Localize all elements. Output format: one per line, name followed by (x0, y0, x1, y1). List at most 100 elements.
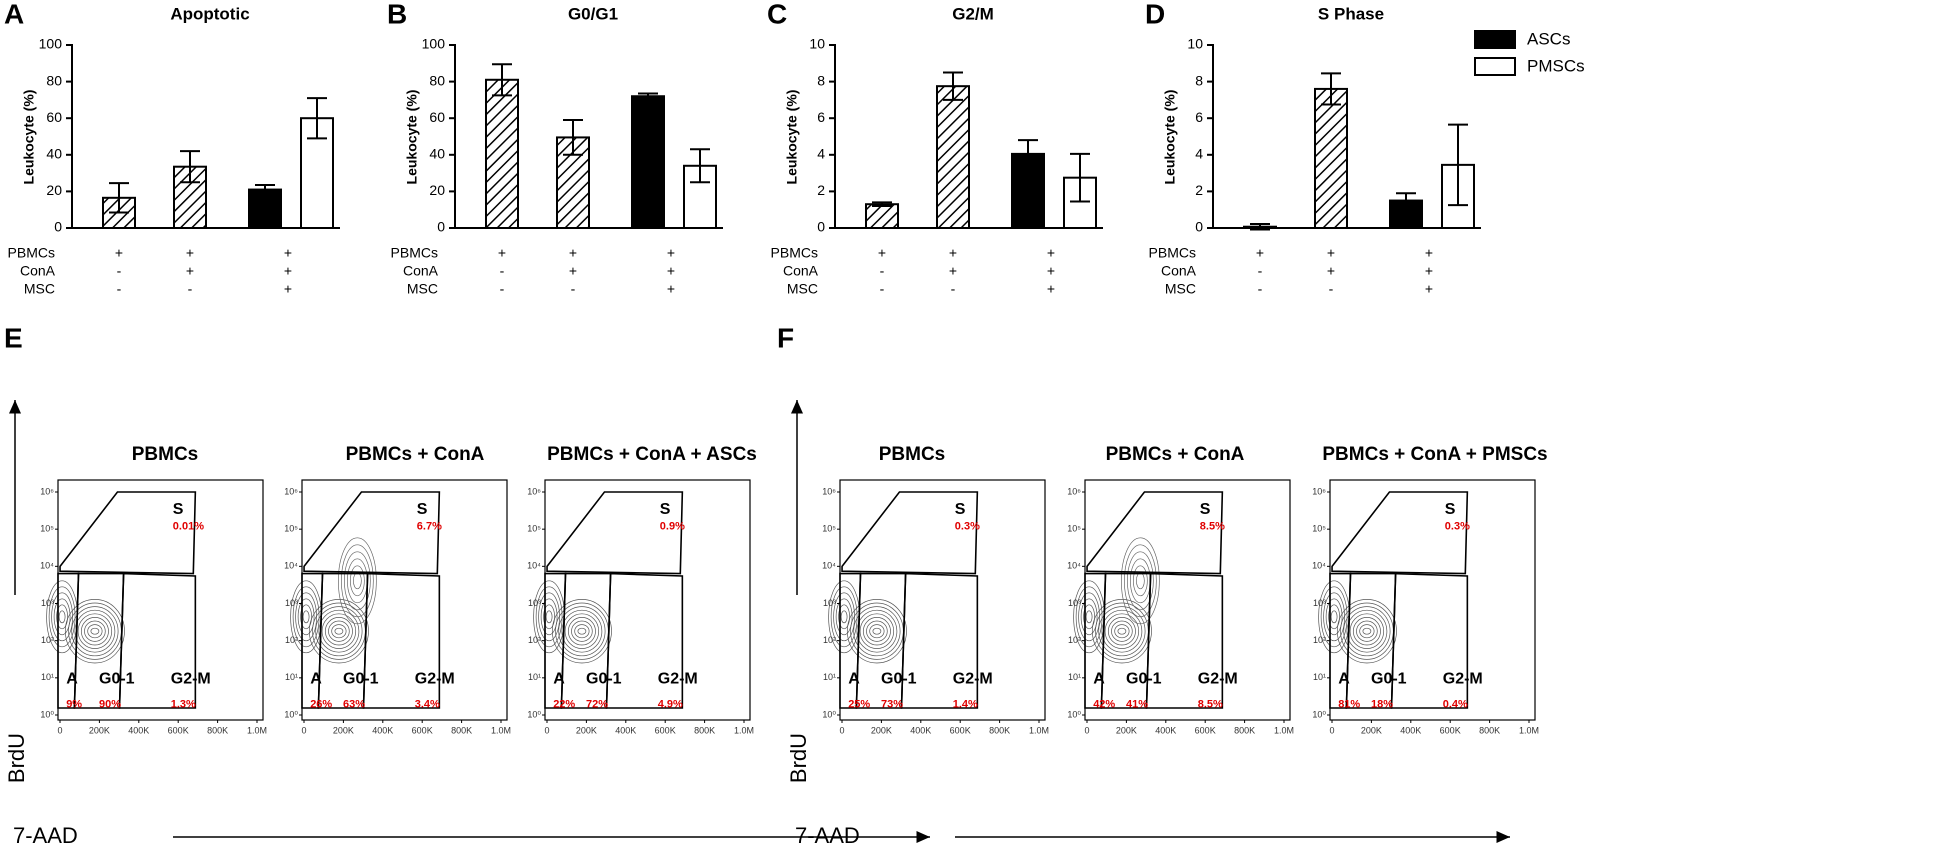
x-tick-label: 400K (372, 725, 393, 735)
y-tick-label: 10¹ (41, 672, 54, 682)
gate-name: A (310, 670, 322, 687)
condition-label: PBMCs (1149, 245, 1196, 261)
y-axis-label: Leukocyte (%) (1162, 90, 1178, 185)
gate-name: G2-M (658, 670, 698, 687)
contour (1362, 627, 1372, 635)
gate-name: A (1093, 670, 1105, 687)
contour (1328, 604, 1340, 630)
condition-sign: + (1047, 281, 1055, 297)
plot-title: PBMCs + ConA (346, 444, 485, 465)
gate-percent: 0.3% (955, 521, 980, 533)
contour (321, 613, 357, 649)
gate-percent: 26% (310, 698, 332, 710)
y-tick-label: 10³ (1313, 598, 1326, 608)
y-tick-label: 10⁵ (822, 524, 836, 534)
bar (485, 78, 519, 229)
contour (558, 606, 606, 657)
y-tick-label: 10¹ (823, 672, 836, 682)
contour (341, 544, 374, 618)
contour (540, 598, 558, 636)
contour (564, 613, 600, 649)
condition-label: ConA (20, 263, 56, 279)
condition-sign: + (115, 245, 123, 261)
contour (324, 617, 353, 646)
chart-title: Apoptotic (170, 4, 249, 23)
contour (48, 586, 76, 648)
y-tick-label: 10⁵ (1067, 524, 1081, 534)
gate-percent: 0.4% (1443, 698, 1468, 710)
gate-name: G0-1 (99, 670, 135, 687)
contour (353, 572, 362, 590)
contour (292, 586, 320, 648)
x-tick-label: 600K (168, 725, 189, 735)
y-tick-label: 10⁰ (284, 709, 298, 719)
contour (866, 620, 888, 642)
x-tick-label: 800K (451, 725, 472, 735)
y-tick-label: 8 (1195, 72, 1203, 88)
contour (1080, 598, 1098, 636)
contour (1325, 598, 1343, 636)
x-tick-label: 0 (839, 725, 844, 735)
error-bar (638, 92, 658, 100)
y-tick-label: 10⁴ (822, 561, 836, 571)
contour (315, 606, 363, 657)
contour (1349, 613, 1385, 649)
x-tick-label: 0 (301, 725, 306, 735)
y-tick-label: 10⁶ (527, 486, 541, 496)
contour (571, 620, 593, 642)
y-tick-label: 10⁵ (40, 524, 54, 534)
plot-title: PBMCs + ConA + ASCs (547, 444, 757, 465)
gate (1086, 491, 1224, 575)
contour (1343, 606, 1391, 657)
gate-name: A (66, 670, 78, 687)
gate-name: G0-1 (1126, 670, 1162, 687)
error-bar (1396, 192, 1416, 209)
panel-label: A (4, 0, 24, 29)
y-tick-label: 10⁶ (1067, 486, 1081, 496)
y-tick-label: 100 (422, 36, 446, 52)
condition-sign: - (1329, 281, 1334, 297)
gate-percent: 8.5% (1200, 521, 1225, 533)
y-tick-label: 10² (1068, 635, 1081, 645)
x-tick-label: 800K (1479, 725, 1500, 735)
x-tick-label: 200K (89, 725, 110, 735)
y-tick-label: 10⁶ (822, 486, 836, 496)
y-tick-label: 10³ (41, 598, 54, 608)
plot-title: PBMCs + ConA (1106, 444, 1245, 465)
condition-label: MSC (1165, 281, 1196, 297)
condition-label: PBMCs (771, 245, 818, 261)
x-tick-label: 200K (871, 725, 892, 735)
y-tick-label: 10⁰ (822, 709, 836, 719)
panel-label: C (767, 0, 787, 29)
contour (1091, 599, 1152, 664)
gate-percent: 25% (848, 698, 870, 710)
y-tick-label: 60 (46, 109, 62, 125)
gate-percent: 1.3% (171, 698, 196, 710)
condition-sign: + (878, 245, 886, 261)
y-tick-label: 10³ (823, 598, 836, 608)
y-tick-label: 40 (46, 146, 62, 162)
contour (567, 617, 596, 646)
gate-percent: 3.4% (415, 698, 440, 710)
x-tick-label: 1.0M (734, 725, 754, 735)
error-bar (492, 63, 512, 97)
condition-sign: - (571, 281, 576, 297)
y-tick-label: 2 (1195, 182, 1203, 198)
contour (87, 624, 103, 639)
y-tick-label: 10⁴ (527, 561, 541, 571)
y-tick-label: 10 (809, 36, 825, 52)
x-axis-label: 7-AAD (795, 823, 860, 848)
gate (546, 491, 684, 575)
condition-sign: - (500, 281, 505, 297)
condition-sign: - (117, 281, 122, 297)
plot-title: PBMCs + ConA + PMSCs (1322, 444, 1547, 465)
contour (872, 627, 882, 635)
gate-name: S (417, 501, 428, 518)
x-tick-label: 200K (333, 725, 354, 735)
gate (900, 572, 979, 709)
plot-title: PBMCs (879, 444, 946, 465)
gate-name: G0-1 (586, 670, 622, 687)
y-tick-label: 20 (46, 182, 62, 198)
gate-percent: 72% (586, 698, 608, 710)
contour (846, 599, 907, 664)
